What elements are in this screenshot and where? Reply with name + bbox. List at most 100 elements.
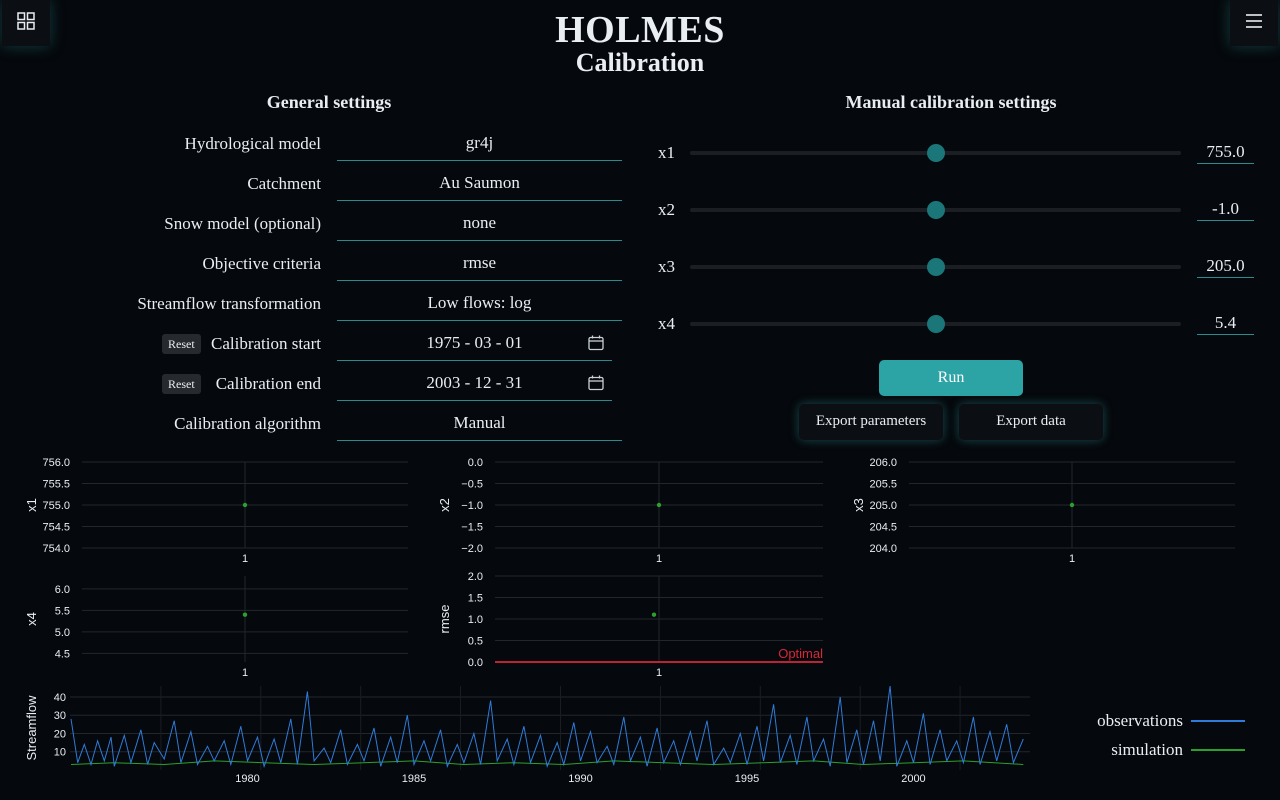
- y-tick-label: 0.5: [468, 636, 483, 648]
- y-tick-label: 0.0: [468, 657, 483, 669]
- calibration-algorithm-select[interactable]: Manual: [337, 406, 622, 441]
- y-tick-label: 756.0: [42, 457, 70, 469]
- data-point: [1069, 502, 1075, 508]
- y-tick-label: 5.0: [55, 627, 70, 639]
- calendar-icon[interactable]: [588, 375, 604, 396]
- x3-value-input[interactable]: 205.0: [1197, 255, 1254, 278]
- general-settings-heading: General settings: [266, 92, 392, 112]
- x-tick-label: 1990: [568, 773, 592, 785]
- x-tick-label: 1980: [235, 773, 259, 785]
- reset-start-button[interactable]: Reset: [162, 334, 201, 354]
- y-tick-label: 2.0: [468, 571, 483, 583]
- y-tick-label: 1.5: [468, 593, 483, 605]
- streamflow-transformation-select[interactable]: Low flows: log: [337, 286, 622, 321]
- x3-slider-thumb[interactable]: [926, 258, 945, 276]
- app-title: HOLMES: [555, 9, 725, 51]
- streamflow-chart: 10 20 30 40 1980 1985 1990 1995 2000 Streamflow: [24, 685, 1030, 785]
- calibration-end-value: 2003 - 12 - 31: [426, 373, 523, 392]
- x3-chart: 204.0 204.5 205.0 205.5 206.0 1 x3: [851, 457, 1235, 564]
- y-tick-label: −0.5: [461, 479, 483, 491]
- x-tick-label: 1995: [735, 773, 759, 785]
- y-axis-label: x3: [851, 498, 866, 512]
- grid-icon: [17, 11, 35, 35]
- x-tick-label: 2000: [901, 773, 925, 785]
- legend-simulation-swatch: [1191, 749, 1245, 751]
- x1-label: x1: [658, 143, 675, 162]
- x2-label: x2: [658, 200, 675, 219]
- y-axis-label: Streamflow: [24, 695, 39, 761]
- catchment-select[interactable]: Au Saumon: [337, 166, 622, 201]
- objective-criteria-select[interactable]: rmse: [337, 246, 622, 281]
- y-tick-label: 755.5: [42, 479, 70, 491]
- y-tick-label: 6.0: [55, 584, 70, 596]
- y-axis-label: x1: [24, 498, 39, 512]
- menu-button[interactable]: [1230, 0, 1278, 46]
- calibration-start-label: Calibration start: [210, 334, 321, 353]
- calibration-start-input[interactable]: 1975 - 03 - 01: [337, 326, 612, 361]
- apps-button[interactable]: [2, 0, 50, 46]
- x1-value-input[interactable]: 755.0: [1197, 141, 1254, 164]
- y-tick-label: 20: [54, 728, 66, 740]
- reset-end-button[interactable]: Reset: [162, 374, 201, 394]
- calendar-icon[interactable]: [588, 335, 604, 356]
- export-parameters-button[interactable]: Export parameters: [799, 404, 943, 440]
- x1-slider-thumb[interactable]: [926, 144, 945, 162]
- y-tick-label: −1.5: [461, 522, 483, 534]
- y-tick-label: 754.0: [42, 543, 70, 555]
- x4-slider-thumb[interactable]: [926, 315, 945, 333]
- optimal-annotation: Optimal: [778, 646, 823, 661]
- x-tick-label: 1: [242, 553, 248, 564]
- x-tick-label: 1: [656, 553, 662, 564]
- calibration-end-label: Calibration end: [215, 374, 321, 393]
- x4-slider[interactable]: [690, 315, 1181, 333]
- x4-value-input[interactable]: 5.4: [1197, 312, 1254, 335]
- streamflow-transformation-label: Streamflow transformation: [137, 294, 321, 313]
- simulation-line: [70, 760, 1024, 766]
- x4-label: x4: [658, 314, 675, 333]
- x3-slider[interactable]: [690, 258, 1181, 276]
- objective-criteria-label: Objective criteria: [202, 254, 321, 273]
- snow-model-select[interactable]: none: [337, 206, 622, 241]
- y-tick-label: 5.5: [55, 605, 70, 617]
- calibration-algorithm-label: Calibration algorithm: [174, 414, 321, 433]
- x3-label: x3: [658, 257, 675, 276]
- calibration-end-input[interactable]: 2003 - 12 - 31: [337, 366, 612, 401]
- y-tick-label: 206.0: [869, 457, 897, 469]
- y-tick-label: 10: [54, 747, 66, 759]
- catchment-label: Catchment: [247, 174, 321, 193]
- snow-model-label: Snow model (optional): [164, 214, 321, 233]
- hydrological-model-label: Hydrological model: [184, 134, 321, 153]
- y-tick-label: 204.0: [869, 543, 897, 555]
- x2-chart: −2.0 −1.5 −1.0 −0.5 0.0 1 x2: [437, 457, 823, 564]
- y-tick-label: 40: [54, 692, 66, 704]
- y-tick-label: 754.5: [42, 522, 70, 534]
- data-point: [242, 612, 248, 617]
- y-tick-label: 0.0: [468, 457, 483, 469]
- y-tick-label: 1.0: [468, 614, 483, 626]
- x2-slider-thumb[interactable]: [926, 201, 945, 219]
- x4-chart: 4.5 5.0 5.5 6.0 1 x4: [24, 576, 408, 678]
- x-tick-label: 1985: [402, 773, 426, 785]
- hydrological-model-select[interactable]: gr4j: [337, 126, 622, 161]
- x-tick-label: 1: [656, 667, 662, 678]
- x1-chart: 754.0 754.5 755.0 755.5 756.0 1 x1: [24, 457, 408, 564]
- y-tick-label: 204.5: [869, 522, 897, 534]
- run-button[interactable]: Run: [879, 360, 1023, 396]
- y-tick-label: −1.0: [461, 500, 483, 512]
- legend-simulation-label: simulation: [1111, 740, 1183, 759]
- x2-slider[interactable]: [690, 201, 1181, 219]
- x1-slider[interactable]: [690, 144, 1181, 162]
- y-axis-label: x4: [24, 612, 39, 626]
- x2-value-input[interactable]: -1.0: [1197, 198, 1254, 221]
- export-data-button[interactable]: Export data: [959, 404, 1103, 440]
- data-point: [242, 502, 248, 508]
- data-point: [651, 612, 657, 617]
- manual-settings-heading: Manual calibration settings: [845, 92, 1057, 112]
- y-tick-label: 30: [54, 710, 66, 722]
- y-tick-label: 205.0: [869, 500, 897, 512]
- calibration-start-value: 1975 - 03 - 01: [426, 333, 523, 352]
- x-tick-label: 1: [242, 667, 248, 678]
- x-tick-label: 1: [1069, 553, 1075, 564]
- data-point: [656, 502, 662, 508]
- legend-observations-swatch: [1191, 720, 1245, 722]
